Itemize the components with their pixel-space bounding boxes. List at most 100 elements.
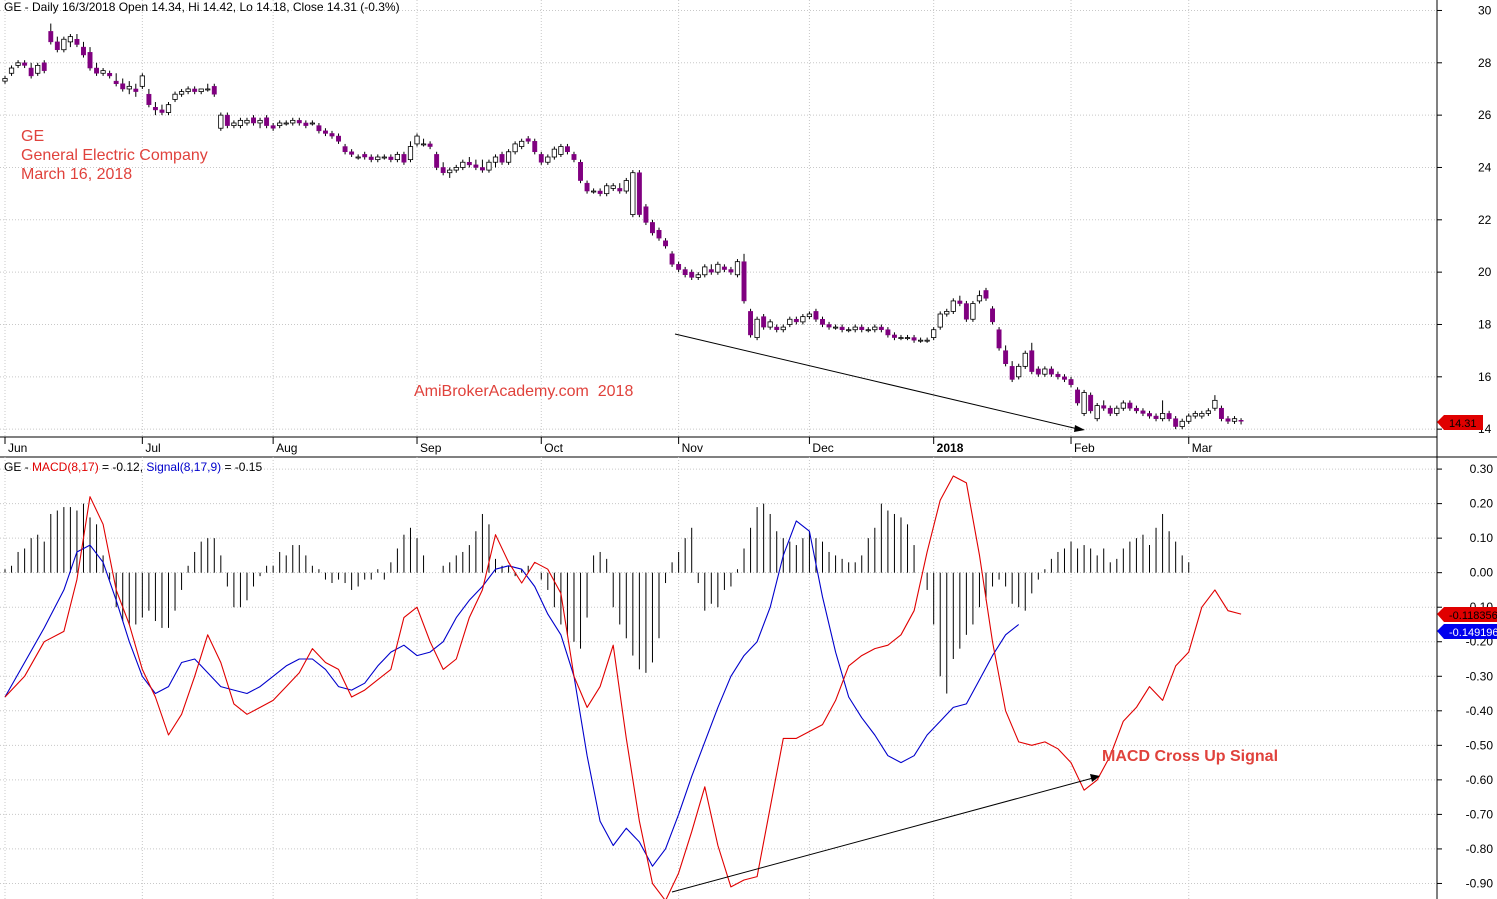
candle (1127, 400, 1133, 411)
candle-body (650, 222, 655, 234)
macd-header: GE - MACD(8,17) = -0.12, Signal(8,17,9) … (4, 460, 262, 474)
candle (185, 86, 191, 95)
candle-body (610, 185, 616, 189)
candle (264, 115, 270, 129)
candle-body (1088, 394, 1094, 412)
macd-tick-label: -0.30 (1466, 669, 1494, 683)
candle-body (532, 141, 538, 153)
candle (414, 133, 420, 147)
candle (460, 159, 466, 171)
candle (290, 117, 296, 126)
candle-body (872, 326, 878, 331)
candle (1192, 410, 1198, 419)
candle-body (1127, 402, 1133, 409)
candle-body (48, 31, 54, 43)
candle (1088, 392, 1094, 414)
candle (270, 122, 276, 131)
candle-body (976, 295, 983, 302)
macd-last-label: -0.118356 (1449, 610, 1497, 622)
candle-body (349, 151, 355, 155)
month-axis: Jun Jul Aug Sep Oct Nov Dec 2018 Feb Mar (4, 437, 1212, 455)
candle-body (1068, 379, 1074, 385)
candle-body (420, 143, 427, 146)
candle (375, 154, 381, 163)
candle (1212, 395, 1218, 411)
candle-body (264, 117, 270, 126)
candle (1238, 418, 1244, 425)
candle (1225, 416, 1231, 424)
month-tick-label: Jun (8, 441, 27, 455)
candle-body (1081, 392, 1087, 414)
last-price-label-bg (1437, 415, 1483, 430)
candle-body (623, 180, 629, 192)
candle (1140, 408, 1146, 417)
candle-body (832, 326, 839, 329)
candle-body (453, 167, 459, 171)
candle-body (983, 290, 989, 299)
price-tick-label: 26 (1478, 108, 1492, 122)
candle (800, 314, 806, 325)
watermark-annotation: AmiBrokerAcademy.com 2018 (414, 383, 633, 400)
candle (67, 34, 73, 48)
candle-body (87, 52, 93, 69)
candle-body (721, 266, 727, 270)
candle (61, 36, 67, 53)
candle-body (1120, 402, 1126, 409)
candle (35, 62, 41, 76)
candle (963, 300, 969, 322)
candle-body (1205, 410, 1211, 414)
candle (1055, 371, 1061, 380)
candle (774, 324, 780, 333)
candle (453, 164, 459, 173)
candle (198, 88, 204, 95)
candle-body (466, 161, 472, 166)
candle-body (1159, 413, 1166, 420)
candle-body (1048, 368, 1054, 375)
candle-body (113, 80, 119, 84)
candle (1218, 405, 1224, 422)
price-tick-label: 28 (1478, 56, 1492, 70)
candle-body (767, 321, 773, 328)
price-tick-label: 16 (1478, 370, 1492, 384)
candle-body (427, 143, 433, 147)
candle-body (1173, 418, 1179, 427)
candle (1205, 408, 1211, 417)
candle-body (2, 78, 8, 82)
candle-body (316, 125, 322, 132)
candle-body (937, 313, 943, 328)
candle (1016, 363, 1022, 380)
candle-body (970, 303, 976, 320)
candle (918, 337, 924, 343)
candle (388, 154, 394, 163)
macd-pane: -0.90-0.80-0.70-0.60-0.50-0.40-0.30-0.20… (0, 457, 1497, 899)
candle-body (1107, 407, 1113, 414)
candle (532, 138, 538, 155)
candle-body (1212, 399, 1218, 409)
candle (473, 159, 479, 171)
signal-line (4, 520, 1020, 867)
candle (492, 154, 499, 168)
candle (545, 154, 551, 165)
company-name-annotation: General Electric Company (21, 147, 208, 164)
candle (865, 327, 871, 333)
candle-body (492, 156, 499, 163)
macd-tick-label: 0.00 (1470, 566, 1494, 580)
candle (381, 154, 387, 160)
candle (1120, 400, 1126, 411)
candle-body (486, 161, 492, 171)
candle-body (133, 88, 139, 92)
candle-body (28, 67, 34, 77)
candle-body (323, 130, 328, 134)
candle (754, 316, 760, 341)
candle-body (67, 36, 73, 43)
candle-body (904, 337, 911, 339)
candle (708, 264, 714, 275)
candle-body (1133, 407, 1139, 412)
candle-body (303, 122, 309, 126)
candle (702, 264, 708, 278)
candle-body (211, 86, 217, 95)
candle-body (1016, 365, 1022, 378)
candle-body (695, 274, 701, 278)
candle-body (1101, 405, 1107, 409)
